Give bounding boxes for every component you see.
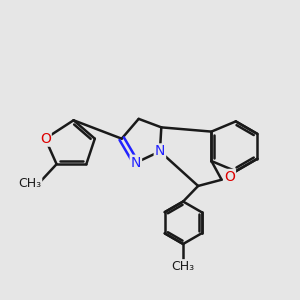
Text: CH₃: CH₃ (172, 260, 195, 273)
Text: O: O (40, 132, 51, 146)
Text: N: N (155, 144, 165, 158)
Text: N: N (131, 156, 141, 170)
Text: O: O (224, 170, 235, 184)
Text: CH₃: CH₃ (18, 178, 41, 190)
